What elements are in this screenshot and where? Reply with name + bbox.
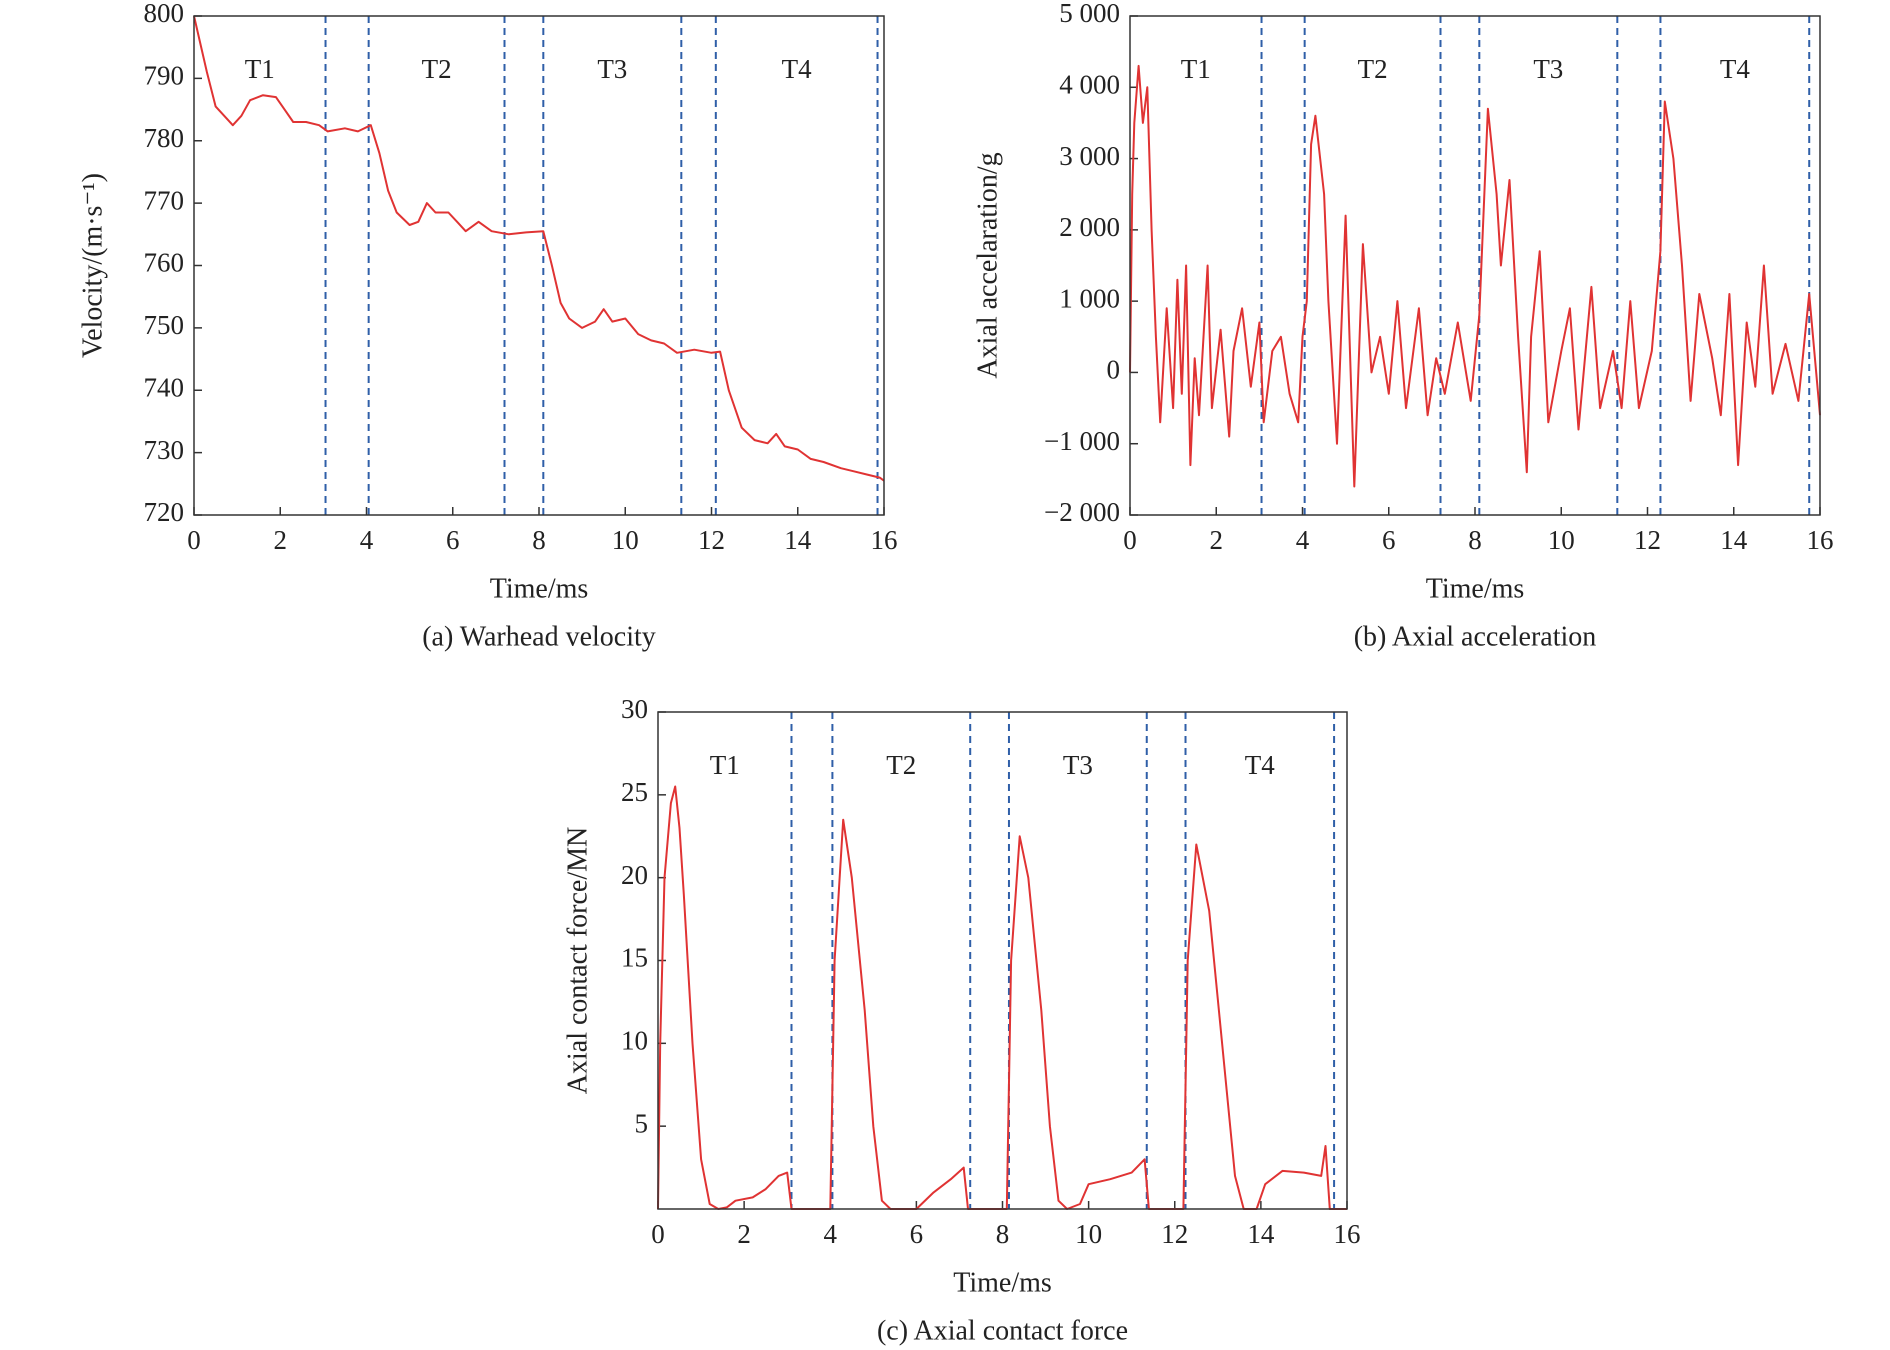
x-tick-label: 4 [360,525,374,555]
phase-label: T2 [886,750,916,780]
phase-label: T1 [1181,54,1211,84]
x-tick-label: 0 [187,525,201,555]
x-axis-label: Time/ms [953,1267,1052,1298]
y-tick-label: 30 [621,694,648,724]
x-tick-label: 2 [1210,525,1224,555]
caption: (c) Axial contact force [877,1315,1128,1346]
phase-label: T4 [1720,54,1750,84]
x-tick-label: 4 [1296,525,1310,555]
x-tick-label: 4 [824,1219,838,1249]
phase-label: T4 [1245,750,1275,780]
data-line [657,785,1347,1210]
phase-label: T3 [1533,54,1563,84]
y-tick-label: −1 000 [1044,426,1120,456]
x-axis-label: Time/ms [1426,573,1525,604]
y-tick-label: 750 [144,310,185,340]
phase-label: T1 [245,54,275,84]
plot-frame [193,15,885,516]
caption: (b) Axial acceleration [1354,621,1597,652]
x-tick-label: 10 [1075,1219,1102,1249]
x-tick-label: 16 [871,525,898,555]
x-tick-label: 6 [446,525,460,555]
x-tick-label: 16 [1807,525,1834,555]
y-tick-label: 25 [621,777,648,807]
y-tick-label: 770 [144,185,185,215]
x-tick-label: 14 [784,525,812,555]
data-line [193,15,885,482]
y-tick-label: 2 000 [1059,212,1120,242]
y-tick-label: 730 [144,435,185,465]
y-tick-label: 5 000 [1059,0,1120,28]
x-tick-label: 2 [274,525,288,555]
x-tick-label: 2 [737,1219,751,1249]
x-tick-label: 12 [1634,525,1661,555]
x-tick-label: 14 [1247,1219,1275,1249]
x-tick-label: 16 [1334,1219,1361,1249]
y-tick-label: 3 000 [1059,141,1120,171]
phase-label: T2 [422,54,452,84]
y-axis-label: Axial contact force/MN [562,827,593,1094]
y-tick-label: 20 [621,860,648,890]
x-tick-label: 10 [612,525,639,555]
y-tick-label: 720 [144,497,185,527]
y-tick-label: 1 000 [1059,283,1120,313]
y-tick-label: 15 [621,943,648,973]
y-tick-label: 740 [144,372,185,402]
y-tick-label: −2 000 [1044,497,1120,527]
y-axis-label: Velocity/(m·s⁻¹) [77,173,108,358]
caption: (a) Warhead velocity [422,621,656,652]
x-axis-label: Time/ms [490,573,589,604]
y-tick-label: 5 [635,1108,649,1138]
plot-frame [1129,15,1821,516]
phase-label: T2 [1358,54,1388,84]
y-axis-label: Axial accelaration/g [972,152,1003,378]
x-tick-label: 12 [1161,1219,1188,1249]
y-tick-label: 0 [1107,355,1121,385]
x-tick-label: 6 [1382,525,1396,555]
x-tick-label: 8 [532,525,546,555]
phase-label: T3 [1063,750,1093,780]
x-tick-label: 14 [1720,525,1748,555]
data-line [1129,64,1821,488]
phase-label: T3 [597,54,627,84]
phase-label: T1 [710,750,740,780]
x-tick-label: 8 [996,1219,1010,1249]
y-tick-label: 790 [144,61,185,91]
y-tick-label: 800 [144,0,185,28]
x-tick-label: 0 [651,1219,665,1249]
y-tick-label: 780 [144,123,185,153]
y-tick-label: 760 [144,248,185,278]
phase-label: T4 [782,54,812,84]
x-tick-label: 8 [1468,525,1482,555]
x-tick-label: 10 [1548,525,1575,555]
x-tick-label: 6 [910,1219,924,1249]
y-tick-label: 10 [621,1026,648,1056]
y-tick-label: 4 000 [1059,69,1120,99]
plot-frame [657,711,1348,1210]
x-tick-label: 12 [698,525,725,555]
x-tick-label: 0 [1123,525,1137,555]
